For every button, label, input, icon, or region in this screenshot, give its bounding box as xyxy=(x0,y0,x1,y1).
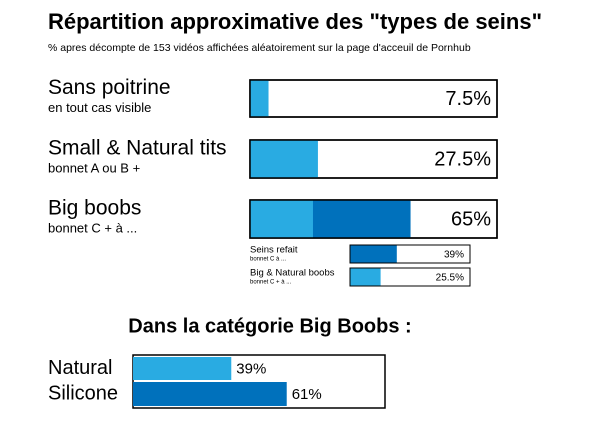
category-sublabel: bonnet C à ... xyxy=(250,257,286,263)
category-label: Natural xyxy=(48,357,112,379)
section-title: Dans la catégorie Big Boobs : xyxy=(128,315,411,337)
value-label: 61% xyxy=(292,386,322,403)
category-label: Small & Natural tits xyxy=(48,137,227,160)
bar xyxy=(133,382,287,406)
value-label: 7.5% xyxy=(445,88,491,110)
value-label: 25.5% xyxy=(436,273,464,284)
category-label: Silicone xyxy=(48,382,118,404)
bar-outline xyxy=(349,267,471,287)
bar-outline xyxy=(349,244,471,264)
bar-outline xyxy=(249,139,498,179)
chart-subtitle: % apres décompte de 153 vidéos affichées… xyxy=(48,42,471,54)
category-sublabel: bonnet C + à ... xyxy=(250,280,292,286)
value-label: 39% xyxy=(444,250,464,261)
bar-frame xyxy=(249,79,498,118)
bar xyxy=(133,357,232,380)
category-label: Seins refait xyxy=(250,245,298,256)
value-label: 27.5% xyxy=(434,148,491,170)
category-sublabel: bonnet C + à ... xyxy=(48,220,137,235)
value-label: 39% xyxy=(236,360,266,377)
category-label: Sans poitrine xyxy=(48,76,171,99)
category-sublabel: bonnet A ou B + xyxy=(48,160,140,175)
value-label: 65% xyxy=(451,208,491,230)
category-label: Big & Natural boobs xyxy=(250,268,335,279)
bar xyxy=(250,80,269,117)
bar-outline xyxy=(249,79,498,118)
category-label: Big boobs xyxy=(48,197,141,220)
bar-outline xyxy=(249,199,498,239)
chart-title: Répartition approximative des "types de … xyxy=(48,9,542,34)
bar xyxy=(250,200,313,238)
bar xyxy=(350,245,397,263)
bar xyxy=(350,268,381,286)
category-sublabel: en tout cas visible xyxy=(48,100,151,115)
bar xyxy=(250,140,318,178)
